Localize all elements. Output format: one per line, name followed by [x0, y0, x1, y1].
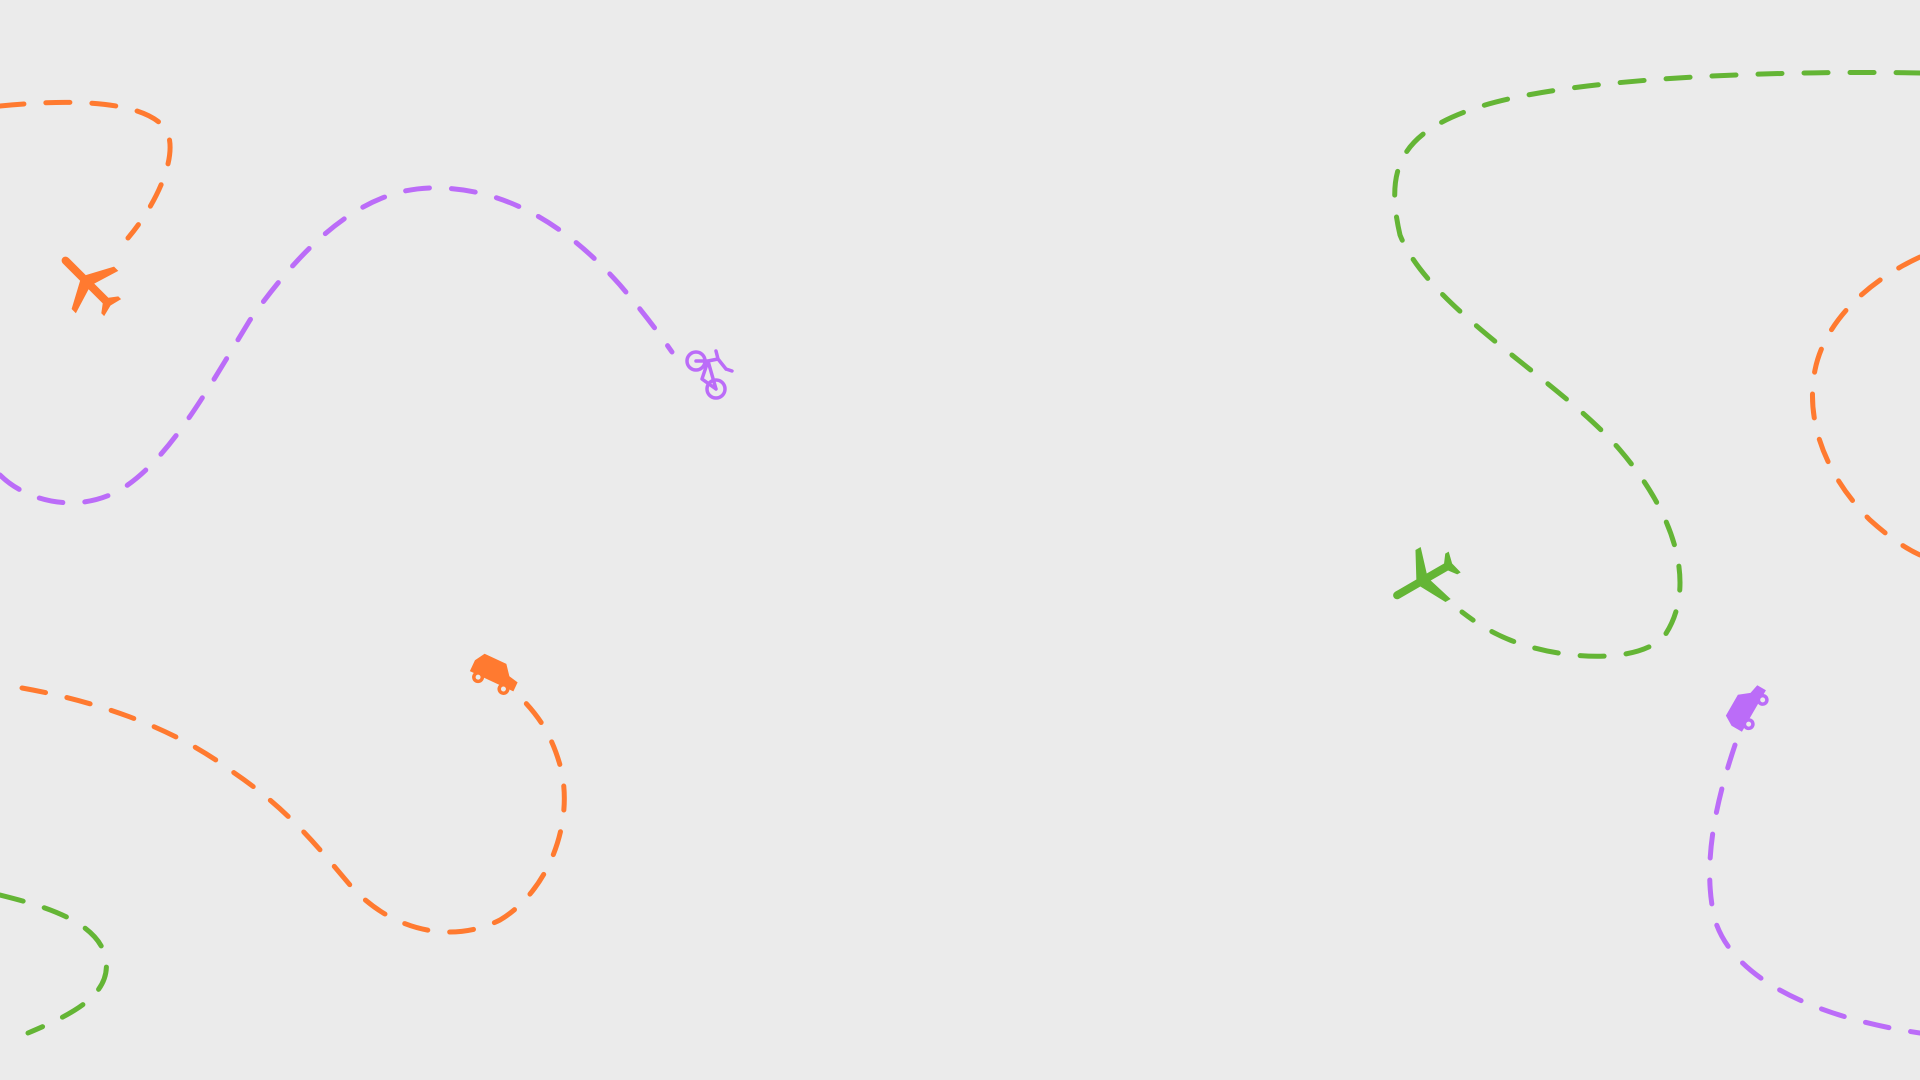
orange-car-trail — [19, 685, 567, 935]
orange-car-icon — [469, 653, 518, 695]
green-plane-trail — [1392, 70, 1920, 659]
purple-bicycle-icon — [685, 349, 734, 400]
green-airplane-icon — [1393, 547, 1461, 602]
orange-right-trail — [1810, 254, 1920, 558]
orange-airplane-icon — [61, 256, 122, 317]
purple-bike-trail — [0, 185, 675, 506]
purple-car-icon — [1725, 685, 1769, 732]
orange-plane-trail — [0, 99, 173, 241]
purple-car-trail — [1707, 742, 1920, 1036]
green-corner-trail — [0, 892, 109, 1036]
